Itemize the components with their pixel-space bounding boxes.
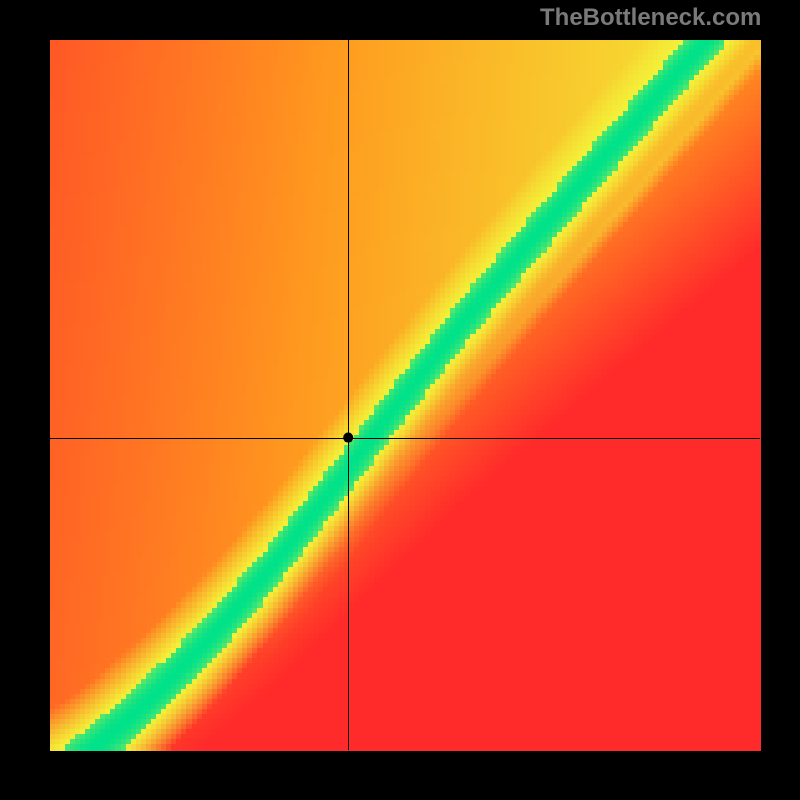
bottleneck-heatmap [0,0,800,800]
watermark-text: TheBottleneck.com [540,4,761,32]
chart-container: TheBottleneck.com [0,0,800,800]
